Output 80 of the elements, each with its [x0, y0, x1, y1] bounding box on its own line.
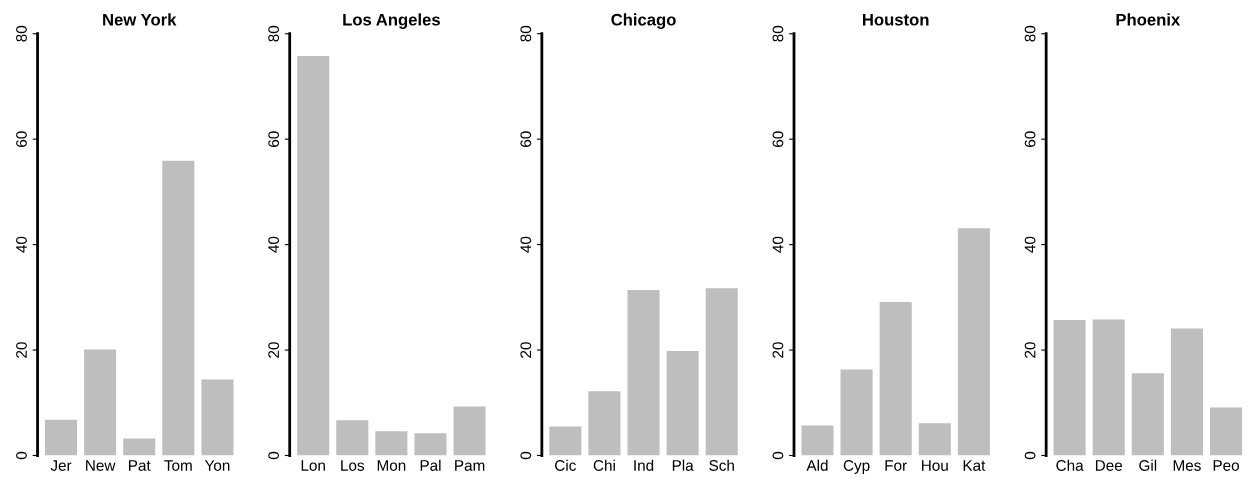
bar [162, 160, 195, 456]
bar [666, 351, 699, 456]
x-tick-label: Pla [672, 459, 694, 471]
bar [123, 438, 156, 456]
x-tick-label: Pat [129, 460, 151, 471]
y-tick-label: 60 [772, 131, 784, 147]
bar [840, 369, 873, 456]
x-tick-label: Mes [1173, 460, 1201, 471]
bar [879, 302, 912, 456]
chart-title: Los Angeles [343, 13, 440, 29]
bar [414, 433, 447, 456]
y-tick-label: 80 [268, 25, 280, 42]
x-tick-label: Lon [301, 460, 325, 471]
y-tick-label: 40 [16, 236, 27, 253]
y-tick-label: 60 [1024, 131, 1036, 147]
bar [918, 423, 951, 456]
x-tick-label: Ind [634, 459, 654, 471]
chart-title: Houston [863, 13, 929, 26]
y-tick-label: 80 [1024, 25, 1036, 42]
y-tick-label: 40 [268, 236, 280, 253]
x-tick-label: Los [341, 460, 365, 471]
y-tick-label: 40 [520, 236, 532, 253]
y-tick-label: 20 [1024, 342, 1036, 358]
bar [297, 55, 330, 456]
y-tick-label: 60 [520, 131, 532, 147]
bar [705, 288, 738, 456]
y-tick-label: 0 [1024, 451, 1036, 460]
x-tick-label: Hou [922, 460, 948, 471]
bar [201, 379, 234, 456]
bar [549, 426, 582, 456]
bar [1131, 373, 1164, 456]
x-tick-label: Chi [593, 459, 615, 471]
x-tick-label: Peo [1213, 460, 1239, 471]
bar [1053, 320, 1086, 456]
x-tick-label: New [86, 460, 116, 471]
x-tick-label: Cic [555, 459, 576, 471]
x-tick-label: Kat [963, 460, 986, 471]
bar [1092, 319, 1125, 456]
y-tick-label: 0 [520, 451, 532, 460]
chart-title: New York [103, 13, 177, 26]
x-tick-label: Cha [1056, 459, 1084, 471]
y-tick-label: 80 [520, 25, 532, 42]
y-tick-label: 80 [16, 25, 27, 42]
bar [1210, 407, 1243, 456]
x-tick-label: Jer [50, 460, 72, 471]
bar [588, 391, 621, 456]
y-tick-label: 60 [16, 131, 27, 147]
x-tick-label: Cyp [843, 460, 870, 474]
chart-title: Phoenix [1116, 13, 1181, 26]
y-tick-label: 40 [1024, 236, 1036, 253]
y-tick-label: 0 [772, 451, 784, 460]
y-tick-label: 0 [268, 451, 280, 460]
x-tick-label: Sch [709, 459, 734, 471]
x-tick-label: Gil [1139, 459, 1157, 471]
y-tick-label: 0 [16, 451, 27, 460]
bar [957, 228, 990, 456]
bar [375, 431, 408, 456]
x-tick-label: Yon [204, 460, 230, 471]
bar [627, 289, 660, 456]
x-tick-label: Dee [1095, 460, 1123, 471]
x-tick-label: Mon [377, 460, 406, 471]
y-tick-label: 20 [16, 342, 27, 358]
x-tick-label: Ald [806, 459, 828, 471]
bar [801, 425, 834, 456]
bar [1170, 328, 1203, 456]
y-tick-label: 60 [268, 131, 280, 147]
bar [336, 420, 369, 456]
x-tick-label: Tom [164, 460, 192, 471]
bar [44, 419, 78, 456]
y-tick-label: 80 [772, 25, 784, 42]
x-tick-label: Pam [455, 460, 485, 471]
y-tick-label: 20 [268, 342, 280, 358]
y-tick-label: 40 [772, 236, 784, 253]
bar [84, 349, 117, 456]
y-tick-label: 20 [520, 342, 532, 358]
chart-title: Chicago [611, 13, 676, 29]
bar [453, 406, 486, 456]
x-tick-label: Pal [420, 459, 441, 471]
y-tick-label: 20 [772, 342, 784, 358]
x-tick-label: For [885, 460, 907, 471]
